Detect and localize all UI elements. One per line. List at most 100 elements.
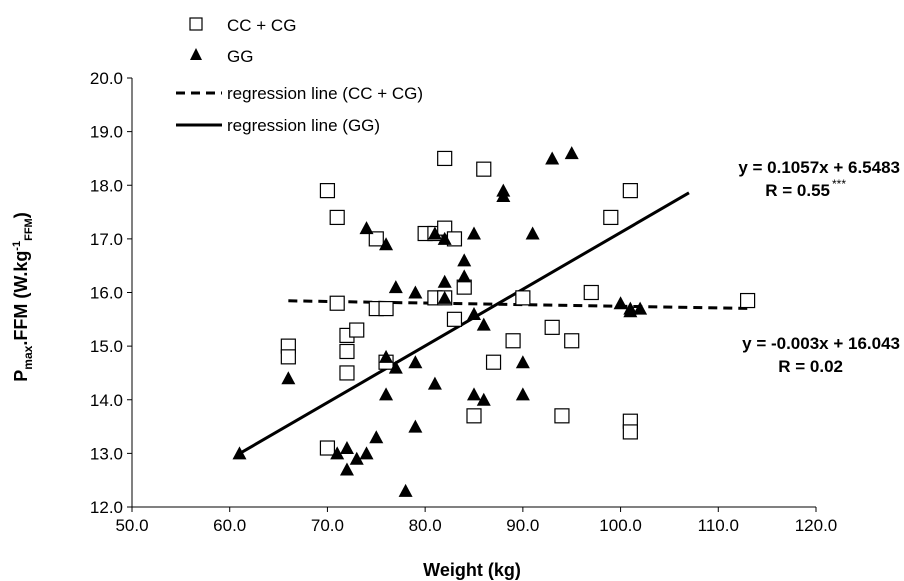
data-point-cc-cg [280, 349, 296, 365]
data-point-gg [545, 151, 560, 165]
y-axis-title: Pmax.FFM (W.kg-1FFM) [11, 212, 35, 381]
data-point-gg [349, 451, 364, 465]
data-point-gg [398, 483, 413, 497]
data-point-cc-cg [739, 292, 756, 309]
legend-label-cc-cg: CC + CG [227, 16, 296, 35]
data-point-cc-cg [485, 354, 502, 370]
data-point-cc-cg [622, 424, 638, 440]
data-point-cc-cg [544, 319, 560, 335]
significance-gg: *** [832, 177, 846, 191]
data-point-gg [564, 146, 579, 160]
data-point-gg [330, 446, 345, 460]
y-tick-label: 16.0 [90, 284, 123, 303]
regression-lines [238, 191, 748, 455]
data-point-gg [379, 349, 394, 363]
data-point-cc-cg [319, 440, 336, 456]
x-axis-title: Weight (kg) [423, 560, 521, 580]
data-point-cc-cg [564, 333, 580, 349]
legend-label-regression-cc-cg: regression line (CC + CG) [227, 84, 423, 103]
data-point-gg [457, 253, 472, 267]
legend-item-regression-cc-cg: regression line (CC + CG) [176, 84, 423, 103]
data-point-gg [467, 306, 481, 320]
data-point-cc-cg [583, 284, 599, 301]
data-point-gg [515, 355, 530, 369]
data-point-cc-cg [505, 333, 521, 349]
data-points [232, 146, 756, 497]
data-point-gg [496, 188, 511, 202]
data-point-gg [467, 387, 481, 401]
r-value-cc-cg: R = 0.02 [778, 357, 843, 376]
data-point-cc-cg [622, 183, 638, 199]
regression-line-gg [238, 191, 690, 455]
data-point-gg [476, 317, 491, 331]
y-tick-label: 17.0 [90, 230, 123, 249]
axes: 50.0 60.0 70.0 80.0 90.0 100.0 110.0 120.0 12.0 1… [90, 69, 837, 535]
data-point-gg [388, 280, 403, 294]
data-point-gg [515, 387, 530, 401]
data-point-gg [359, 221, 374, 235]
y-tick-label: 19.0 [90, 123, 123, 142]
data-point-gg [467, 226, 481, 240]
data-point-gg [339, 441, 354, 455]
y-tick-label: 20.0 [90, 69, 123, 88]
legend-item-regression-gg: regression line (GG) [176, 116, 380, 135]
data-point-cc-cg [378, 300, 394, 317]
legend-item-cc-cg: CC + CG [189, 16, 296, 35]
data-point-gg [281, 371, 296, 385]
y-tick-label: 13.0 [90, 444, 123, 463]
data-point-gg [408, 285, 423, 299]
x-tick-label: 110.0 [698, 516, 739, 535]
data-point-gg [408, 355, 423, 369]
data-point-cc-cg [368, 231, 384, 247]
data-point-cc-cg [446, 311, 463, 327]
open-square-marker-icon [189, 17, 203, 31]
data-point-gg [408, 419, 423, 433]
data-point-gg [437, 290, 452, 304]
equation-cc-cg: y = -0.003x + 16.043 [742, 334, 900, 353]
filled-triangle-marker-icon [190, 48, 202, 60]
data-point-cc-cg [339, 343, 355, 360]
x-tick-label: 50.0 [115, 516, 148, 535]
x-tick-label: 90.0 [506, 516, 539, 535]
y-tick-label: 15.0 [90, 337, 123, 356]
data-point-gg [339, 462, 354, 476]
x-tick-label: 70.0 [311, 516, 344, 535]
data-point-gg [633, 301, 648, 315]
legend-label-regression-gg: regression line (GG) [227, 116, 380, 135]
legend-label-gg: GG [227, 47, 253, 66]
r-value-gg: R = 0.55 [765, 181, 830, 200]
equation-gg: y = 0.1057x + 6.5483 [738, 158, 900, 177]
data-point-gg [379, 387, 394, 401]
data-point-gg [437, 231, 452, 245]
data-point-gg [457, 269, 472, 283]
x-tick-label: 80.0 [409, 516, 442, 535]
x-tick-label: 100.0 [599, 516, 642, 535]
annotation-cc-cg: y = -0.003x + 16.043 R = 0.02 [742, 334, 900, 376]
y-tick-label: 18.0 [90, 176, 123, 195]
annotation-gg: y = 0.1057x + 6.5483 R = 0.55 *** [738, 158, 900, 200]
data-point-cc-cg [554, 408, 570, 424]
data-point-cc-cg [515, 290, 531, 306]
x-tick-label: 60.0 [213, 516, 246, 535]
data-point-cc-cg [476, 161, 492, 177]
data-point-gg [476, 392, 491, 406]
y-tick-label: 12.0 [90, 498, 123, 517]
data-point-gg [613, 296, 628, 310]
data-point-gg [369, 430, 384, 444]
data-point-cc-cg [329, 295, 345, 311]
y-tick-label: 14.0 [90, 391, 123, 410]
data-point-gg [437, 274, 452, 288]
data-point-cc-cg [349, 322, 365, 338]
data-point-gg [359, 446, 374, 460]
data-point-cc-cg [339, 365, 355, 381]
legend-item-gg: GG [190, 47, 253, 66]
data-point-cc-cg [603, 209, 619, 226]
data-point-cc-cg [329, 209, 345, 226]
x-tick-label: 120.0 [795, 516, 838, 535]
data-point-cc-cg [319, 183, 336, 199]
data-point-gg [232, 446, 247, 460]
data-point-gg [388, 360, 403, 374]
legend: CC + CG GG regression line (CC + CG) reg… [176, 16, 423, 135]
data-point-gg [427, 376, 442, 390]
